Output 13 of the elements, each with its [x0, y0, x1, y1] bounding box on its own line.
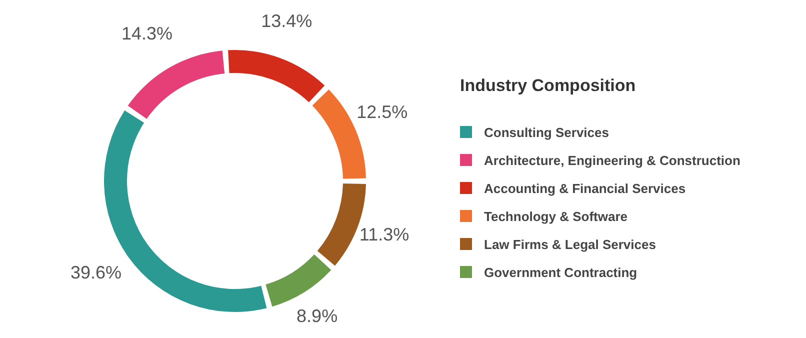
legend-label: Architecture, Engineering & Construction [484, 152, 740, 168]
legend-title: Industry Composition [460, 76, 637, 96]
legend-label: Accounting & Financial Services [484, 180, 686, 196]
data-label: 11.3% [359, 224, 410, 245]
data-label: 12.5% [356, 102, 408, 122]
legend-label: Technology & Software [484, 208, 628, 224]
data-label: 8.9% [296, 306, 338, 326]
data-label: 13.4% [261, 11, 312, 32]
data-label: 14.3% [121, 23, 172, 44]
legend-label: Law Firms & Legal Services [484, 236, 656, 252]
data-label: 39.6% [70, 262, 122, 282]
legend-label: Government Contracting [484, 264, 638, 280]
legend-label: Consulting Services [484, 124, 609, 140]
